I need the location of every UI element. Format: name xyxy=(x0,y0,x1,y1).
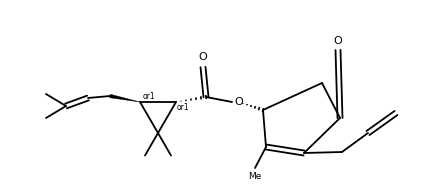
Text: O: O xyxy=(199,52,207,62)
Polygon shape xyxy=(110,94,140,102)
Text: O: O xyxy=(334,36,342,46)
Text: or1: or1 xyxy=(177,103,189,112)
Text: O: O xyxy=(234,97,243,107)
Text: or1: or1 xyxy=(143,92,156,101)
Text: Me: Me xyxy=(248,172,262,181)
